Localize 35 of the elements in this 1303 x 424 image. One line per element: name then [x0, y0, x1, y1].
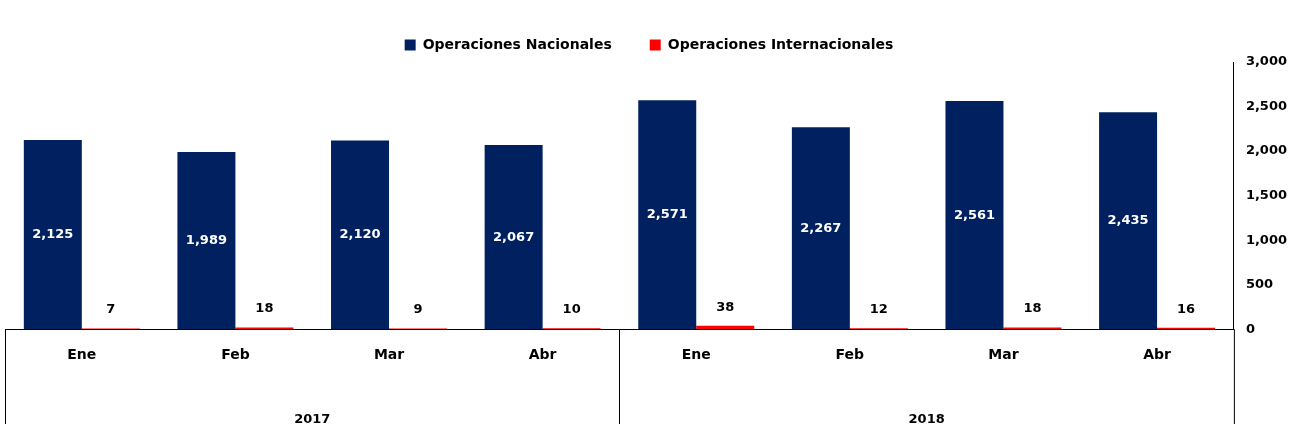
data-label: 7: [106, 301, 116, 317]
y-tick-label: 3,000: [1245, 53, 1287, 69]
data-label: 1,989: [185, 232, 227, 247]
x-tick-label: Abr: [528, 346, 557, 363]
data-label: 12: [869, 301, 888, 317]
y-tick-label: 1,000: [1245, 231, 1287, 247]
data-label: 2,120: [339, 226, 381, 242]
text: 2018: [908, 410, 945, 424]
text: 2017: [294, 410, 331, 424]
x-tick-label: Feb: [221, 346, 250, 363]
x-tick-label: Feb: [835, 346, 865, 363]
legend-label: Operaciones Internacionales: [667, 35, 894, 52]
y-tick-label: 500: [1245, 276, 1274, 292]
x-tick-label: Ene: [67, 346, 97, 363]
y-tick-label: 1,500: [1245, 186, 1287, 202]
x-tick-label: Ene: [681, 346, 711, 363]
data-label: 38: [716, 298, 735, 314]
data-label: 10: [562, 301, 581, 317]
data-label: 18: [1023, 300, 1042, 316]
data-label: 2,561: [953, 206, 996, 222]
x-tick-label: Abr: [1143, 346, 1172, 363]
data-label: 18: [255, 300, 274, 316]
y-tick-label: 0: [1245, 320, 1255, 336]
x-tick-label: Mar: [373, 346, 405, 363]
legend-label: Operaciones Nacionales: [422, 35, 612, 52]
data-label: 2,435: [1107, 212, 1149, 228]
data-label: 16: [1177, 300, 1196, 316]
data-label: 2,067: [493, 228, 535, 244]
y-tick-label: 2,000: [1245, 142, 1287, 158]
data-label: 2,125: [32, 225, 74, 241]
data-label: 9: [413, 301, 423, 317]
y-tick-label: 2,500: [1245, 97, 1287, 113]
x-tick-label: Mar: [988, 346, 1019, 363]
data-label: 2,267: [800, 219, 842, 235]
data-label: 2,571: [646, 206, 688, 222]
